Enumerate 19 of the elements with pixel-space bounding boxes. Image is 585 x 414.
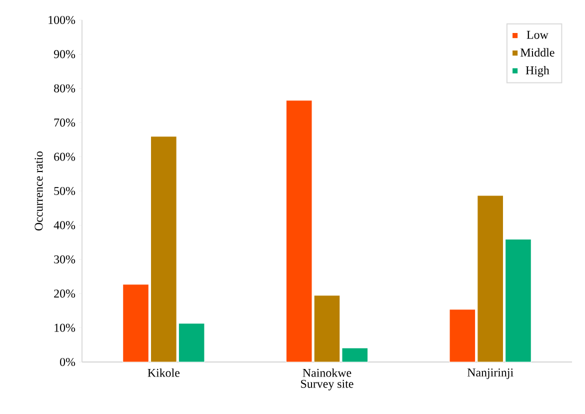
x-tick-label: Nanjirinji xyxy=(467,368,514,379)
x-axis-title: Survey site xyxy=(301,380,354,390)
y-tick-label: 20% xyxy=(54,290,76,298)
x-tick-label: Nainokwe xyxy=(302,368,352,377)
y-tick-label: 30% xyxy=(54,255,76,264)
legend-label: Middle xyxy=(520,48,554,57)
y-tick-label: 10% xyxy=(54,324,76,332)
y-tick-label: 90% xyxy=(54,50,76,58)
y-tick-label: 0% xyxy=(60,358,76,366)
y-axis-title: Occurrence ratio xyxy=(34,151,43,231)
y-tick-label: 70% xyxy=(54,118,76,127)
y-tick-label: 50% xyxy=(54,186,76,196)
x-tick-label: Kikole xyxy=(148,368,180,377)
y-tick-label: 40% xyxy=(54,221,76,230)
legend-label: High xyxy=(526,66,550,77)
y-tick-label: 100% xyxy=(48,16,76,24)
y-tick-label: 80% xyxy=(54,84,76,92)
legend-label: Low xyxy=(526,30,548,39)
y-tick-label: 60% xyxy=(54,152,76,161)
